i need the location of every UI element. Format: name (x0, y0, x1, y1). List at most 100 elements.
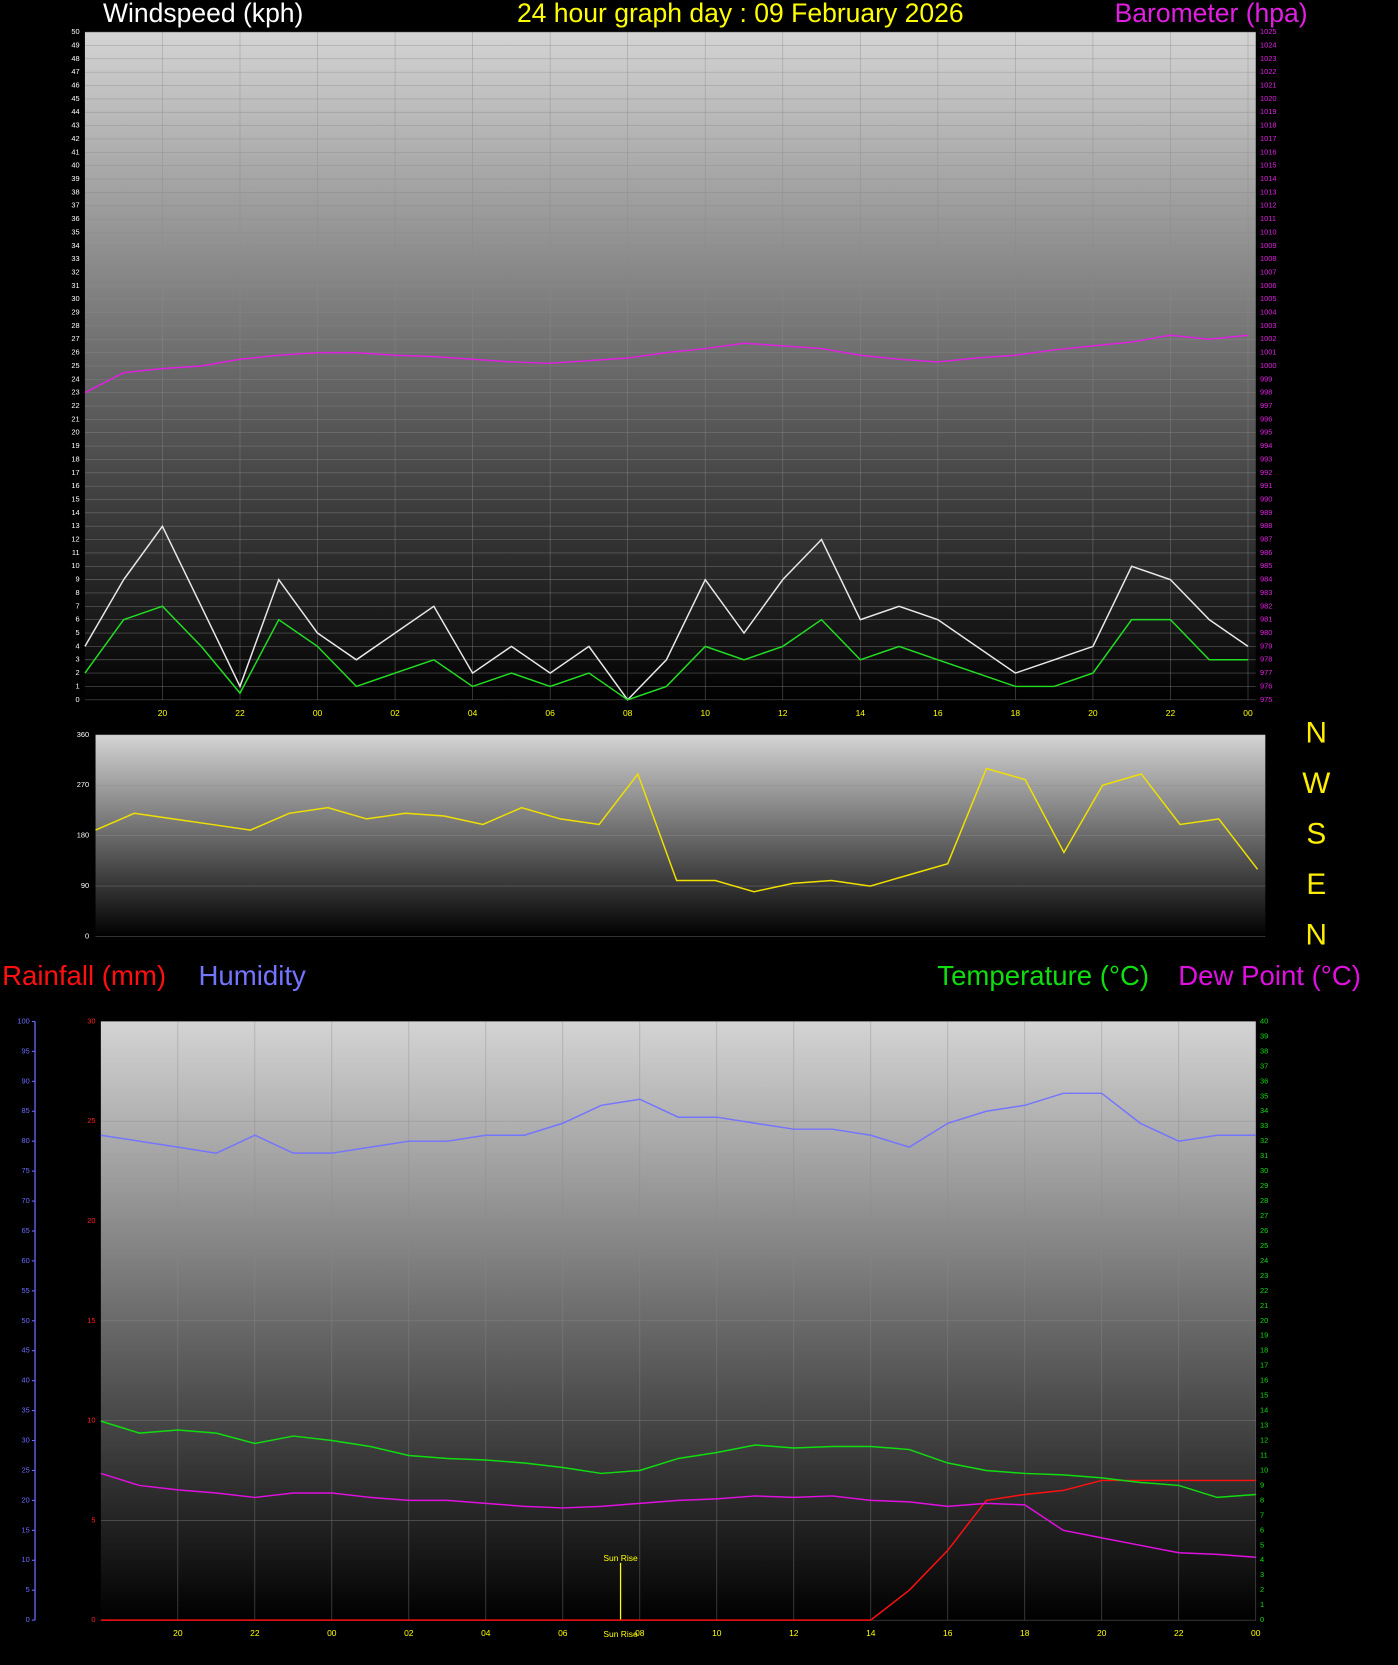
tick-label: 997 (1260, 401, 1272, 410)
tick-label: 34 (71, 241, 79, 250)
tick-label: 995 (1260, 428, 1272, 437)
tick-label: E (1306, 868, 1326, 901)
tick-label: 40 (1260, 1016, 1268, 1025)
tick-label: 47 (71, 67, 79, 76)
tick-label: 38 (71, 187, 79, 196)
x-tick-label: 20 (1097, 1628, 1107, 1638)
tick-label: 4 (1260, 1555, 1264, 1564)
x-tick-label: 22 (1174, 1628, 1184, 1638)
tick-label: 44 (71, 107, 79, 116)
tick-label: 1018 (1260, 121, 1277, 130)
x-tick-label: 20 (158, 708, 168, 718)
tick-label: 1010 (1260, 227, 1277, 236)
tick-label: 41 (71, 147, 79, 156)
tick-label: 17 (71, 468, 79, 477)
tick-label: 32 (71, 267, 79, 276)
tick-label: 95 (21, 1046, 29, 1055)
tick-label: 42 (71, 134, 79, 143)
series-line (84, 605, 1249, 701)
tick-label: 9 (1260, 1480, 1264, 1489)
x-tick-label: 22 (235, 708, 245, 718)
tick-label: 25 (87, 1116, 95, 1125)
tick-label: 90 (21, 1076, 29, 1085)
tick-label: 9 (75, 575, 79, 584)
tick-label: 50 (71, 27, 79, 36)
tick-label: 49 (71, 40, 79, 49)
x-tick-label: 16 (933, 708, 943, 718)
tick-label: 31 (71, 281, 79, 290)
tick-label: 1005 (1260, 294, 1277, 303)
legend-label: Temperature (°C) (937, 960, 1149, 991)
tick-label: 979 (1260, 641, 1272, 650)
tick-label: 988 (1260, 521, 1272, 530)
legend-label: Rainfall (mm) (2, 960, 166, 991)
tick-label: 75 (21, 1166, 29, 1175)
tick-label: 16 (71, 481, 79, 490)
tick-label: 5 (75, 628, 79, 637)
tick-label: 10 (87, 1416, 95, 1425)
tick-label: 23 (71, 388, 79, 397)
x-tick-label: 22 (1166, 708, 1176, 718)
x-tick-label: 00 (1243, 708, 1253, 718)
tick-label: 0 (91, 1615, 95, 1624)
tick-label: 37 (1260, 1061, 1268, 1070)
tick-label: 23 (1260, 1271, 1268, 1280)
legend-label: Humidity (199, 960, 306, 991)
tick-label: 10 (21, 1555, 29, 1564)
tick-label: 981 (1260, 615, 1272, 624)
tick-label: 978 (1260, 655, 1272, 664)
tick-label: 980 (1260, 628, 1272, 637)
tick-label: 13 (1260, 1421, 1268, 1430)
tick-label: 65 (21, 1226, 29, 1235)
tick-label: 27 (1260, 1211, 1268, 1220)
tick-label: 1000 (1260, 361, 1277, 370)
tick-label: 14 (71, 508, 79, 517)
tick-label: 30 (71, 294, 79, 303)
tick-label: 3 (75, 655, 79, 664)
tick-label: 991 (1260, 481, 1272, 490)
tick-label: 85 (21, 1106, 29, 1115)
tick-label: 10 (71, 561, 79, 570)
tick-label: 1008 (1260, 254, 1277, 263)
tick-label: 1 (1260, 1600, 1264, 1609)
tick-label: 977 (1260, 668, 1272, 677)
series-line (100, 1472, 1256, 1559)
tick-label: 1016 (1260, 147, 1277, 156)
annotation-label: Sun Rise (603, 1553, 638, 1563)
tick-label: 1011 (1260, 214, 1276, 223)
tick-label: 35 (1260, 1091, 1268, 1100)
tick-label: 10 (1260, 1465, 1268, 1474)
tick-label: 35 (21, 1406, 29, 1415)
x-tick-label: 20 (173, 1628, 183, 1638)
tick-label: 1015 (1260, 161, 1277, 170)
series-line (84, 524, 1249, 701)
tick-label: 40 (71, 161, 79, 170)
barometer-axis-title: Barometer (hpa) (1115, 0, 1308, 28)
tick-label: 11 (72, 548, 80, 557)
x-tick-label: 14 (866, 1628, 876, 1638)
tick-label: 1002 (1260, 334, 1277, 343)
tick-label: 1004 (1260, 308, 1277, 317)
tick-label: 22 (71, 401, 79, 410)
tick-label: 1025 (1260, 27, 1277, 36)
tick-label: 1006 (1260, 281, 1277, 290)
tick-label: 22 (1260, 1286, 1268, 1295)
tick-label: 976 (1260, 681, 1272, 690)
tick-label: 1022 (1260, 67, 1277, 76)
tick-label: 1020 (1260, 94, 1277, 103)
tick-label: 24 (71, 374, 79, 383)
tick-label: 28 (1260, 1196, 1268, 1205)
x-tick-label: 20 (1088, 708, 1098, 718)
tick-label: 28 (71, 321, 79, 330)
tick-label: 20 (87, 1216, 95, 1225)
x-tick-label: 08 (635, 1628, 645, 1638)
series-line (100, 1092, 1256, 1154)
tick-label: 7 (75, 601, 79, 610)
x-tick-label: 14 (856, 708, 866, 718)
tick-label: 992 (1260, 468, 1272, 477)
tick-label: 36 (71, 214, 79, 223)
tick-label: 7 (1260, 1510, 1264, 1519)
tick-label: 25 (71, 361, 79, 370)
